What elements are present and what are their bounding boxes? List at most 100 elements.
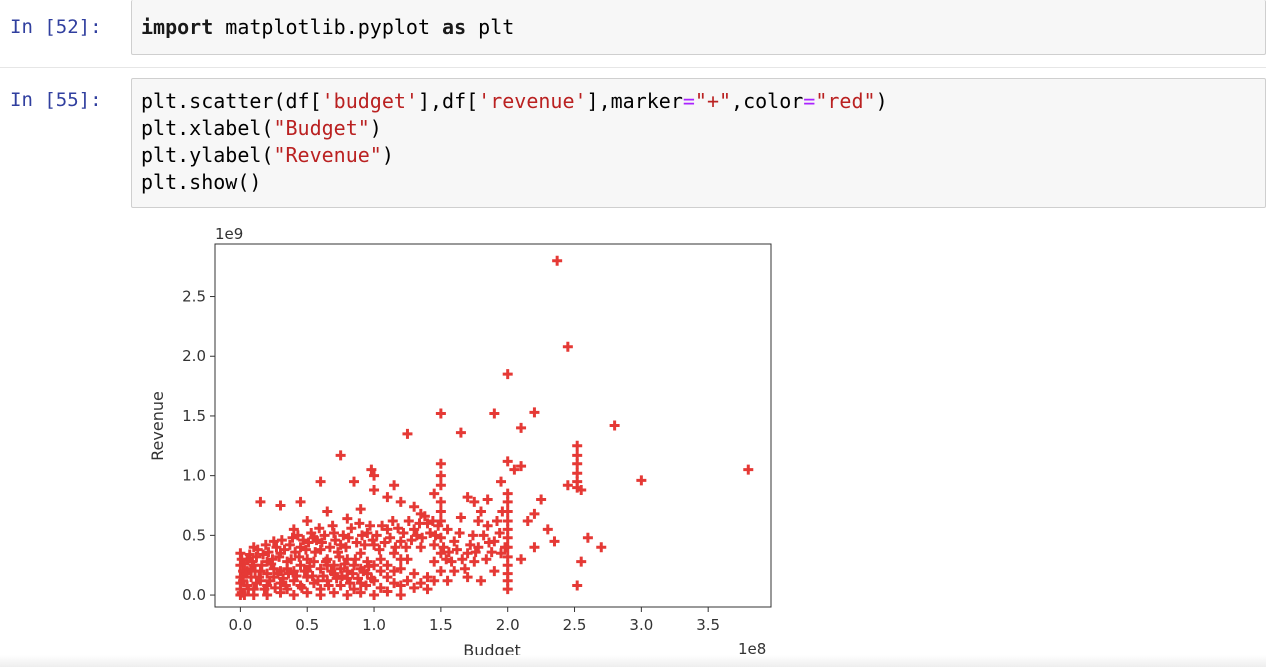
scatter-point bbox=[350, 554, 361, 565]
scatter-point bbox=[429, 575, 440, 586]
scatter-point bbox=[470, 547, 481, 558]
scatter-point bbox=[425, 527, 436, 538]
scatter-point bbox=[562, 341, 573, 352]
scatter-point bbox=[516, 461, 527, 472]
scatter-point bbox=[369, 484, 380, 495]
scatter-point bbox=[311, 535, 322, 546]
scatter-point bbox=[435, 566, 446, 577]
code-token: plt.xlabel( bbox=[141, 116, 274, 140]
scatter-point bbox=[382, 560, 393, 571]
scatter-point bbox=[385, 532, 396, 543]
scatter-point bbox=[502, 369, 513, 380]
scatter-point bbox=[502, 560, 513, 571]
scatter-point bbox=[359, 539, 370, 550]
x-tick-label: 0.0 bbox=[228, 616, 252, 634]
scatter-point bbox=[389, 578, 400, 589]
scatter-point bbox=[363, 561, 374, 572]
scatter-point bbox=[473, 516, 484, 527]
scatter-point bbox=[389, 480, 400, 491]
scatter-point bbox=[390, 542, 401, 553]
scatter-point bbox=[316, 537, 327, 548]
x-axis-ticks: 0.0 0.5 1.0 1.5 2.0 2.5 3.0 3.5 bbox=[228, 607, 720, 634]
scatter-point bbox=[536, 494, 547, 505]
scatter-point bbox=[342, 513, 353, 524]
scatter-point bbox=[323, 580, 334, 591]
scatter-point bbox=[335, 450, 346, 461]
scatter-point bbox=[342, 590, 353, 601]
scatter-point bbox=[349, 476, 359, 487]
scatter-point bbox=[478, 530, 489, 541]
scatter-point bbox=[449, 536, 460, 547]
cell-2-prompt: In [55]: bbox=[10, 89, 102, 111]
cell-divider bbox=[0, 67, 1266, 68]
scatter-point bbox=[280, 580, 291, 591]
scatter-point bbox=[295, 560, 306, 571]
scatter-point bbox=[286, 554, 297, 565]
scatter-point bbox=[395, 536, 406, 547]
scatter-point bbox=[302, 587, 313, 598]
scatter-point bbox=[349, 584, 359, 595]
code-token: matplotlib.pyplot bbox=[213, 15, 443, 39]
code-token: ) bbox=[381, 143, 394, 167]
scatter-point bbox=[371, 530, 382, 541]
scatter-point bbox=[429, 539, 440, 550]
scatter-point bbox=[492, 516, 503, 527]
scatter-point bbox=[307, 570, 318, 581]
scatter-point bbox=[357, 530, 368, 541]
scatter-point bbox=[255, 496, 266, 507]
scatter-point bbox=[366, 573, 377, 584]
code-token: as bbox=[442, 15, 467, 39]
code-token: plt bbox=[466, 15, 515, 39]
scatter-point bbox=[435, 506, 446, 517]
scatter-point bbox=[552, 255, 563, 266]
scatter-point bbox=[235, 572, 246, 583]
scatter-point bbox=[263, 547, 274, 558]
scatter-point bbox=[262, 568, 273, 579]
scatter-point bbox=[542, 524, 553, 535]
scatter-point bbox=[377, 520, 388, 531]
scatter-point bbox=[502, 524, 513, 535]
scatter-point bbox=[395, 554, 406, 565]
x-tick-label: 2.5 bbox=[563, 616, 587, 634]
scatter-point bbox=[250, 566, 261, 577]
plot-frame bbox=[214, 243, 772, 608]
scatter-point bbox=[442, 524, 453, 535]
scatter-point bbox=[401, 542, 412, 553]
scatter-point bbox=[240, 568, 251, 579]
scatter-point bbox=[449, 566, 460, 577]
cell-1-code[interactable]: import matplotlib.pyplot as plt bbox=[132, 0, 1265, 41]
scatter-point bbox=[572, 580, 583, 591]
scatter-point bbox=[435, 458, 446, 469]
scatter-point bbox=[382, 586, 393, 597]
code-token: ],df[ bbox=[417, 89, 479, 113]
scatter-point bbox=[331, 573, 342, 584]
scatter-point bbox=[409, 524, 420, 535]
scatter-point bbox=[417, 532, 428, 543]
scatter-point bbox=[398, 527, 409, 538]
cell-2-code[interactable]: plt.scatter(df['budget'],df['revenue'],m… bbox=[132, 79, 1265, 196]
y-axis-label: Revenue bbox=[148, 391, 167, 461]
x-tick-label: 1.5 bbox=[429, 616, 453, 634]
cell-1-input[interactable]: import matplotlib.pyplot as plt bbox=[131, 0, 1266, 55]
scatter-point bbox=[290, 547, 301, 558]
x-tick-label: 3.0 bbox=[629, 616, 653, 634]
scatter-point bbox=[509, 464, 520, 475]
scatter-point bbox=[351, 537, 362, 548]
scatter-point bbox=[244, 549, 255, 560]
scatter-point bbox=[481, 554, 492, 565]
code-token: "+" bbox=[694, 89, 732, 113]
scatter-point bbox=[529, 542, 540, 553]
scatter-point bbox=[382, 524, 393, 535]
code-token: plt.show() bbox=[141, 170, 262, 194]
x-tick-label: 2.0 bbox=[496, 616, 520, 634]
scatter-point bbox=[435, 480, 446, 491]
scatter-point bbox=[429, 488, 440, 499]
scatter-point bbox=[409, 582, 420, 593]
scatter-point bbox=[306, 527, 317, 538]
code-token: ,color bbox=[731, 89, 804, 113]
scatter-point bbox=[467, 530, 478, 541]
scatter-point bbox=[502, 551, 513, 562]
scatter-point bbox=[366, 464, 377, 475]
scatter-point bbox=[355, 587, 366, 598]
cell-2-input[interactable]: plt.scatter(df['budget'],df['revenue'],m… bbox=[131, 78, 1266, 208]
